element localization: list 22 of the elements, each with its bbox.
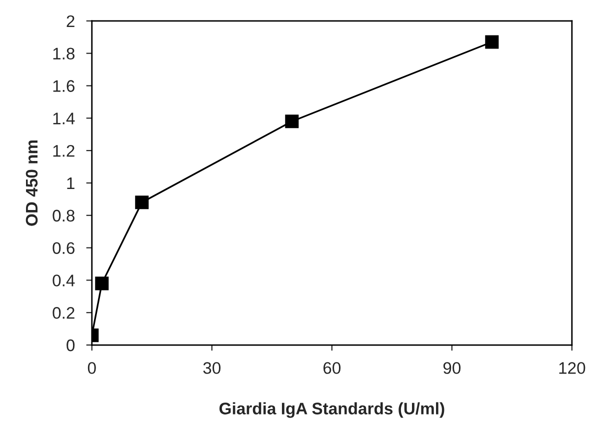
x-tick-label: 60 (323, 362, 341, 374)
y-axis-title: OD 450 nm (26, 140, 38, 226)
y-tick-label: 1.2 (53, 144, 74, 157)
point (135, 196, 149, 210)
y-tick-label: 0.4 (52, 274, 75, 286)
x-tick-label: 30 (203, 362, 221, 374)
x-axis-title: Giardia IgA Standards (U/ml) (219, 402, 444, 418)
x-tick-label: 90 (443, 362, 461, 374)
point (485, 35, 499, 49)
y-tick-label: 1.6 (53, 80, 74, 92)
y-tick-label: 1.8 (53, 48, 74, 60)
y-tick-label: 0.2 (52, 307, 74, 319)
y-tick-label: 1.4 (53, 112, 75, 124)
y-tick-label: 2 (66, 15, 74, 27)
y-tick-label: 0 (66, 339, 75, 352)
point (95, 276, 109, 290)
y-tick-label: 1 (67, 178, 74, 190)
y-tick-label: 0.6 (52, 242, 74, 254)
x-tick-label: 120 (559, 362, 586, 374)
x-tick-label: 0 (88, 362, 96, 374)
point (285, 114, 299, 128)
y-tick-label: 0.8 (52, 210, 74, 222)
